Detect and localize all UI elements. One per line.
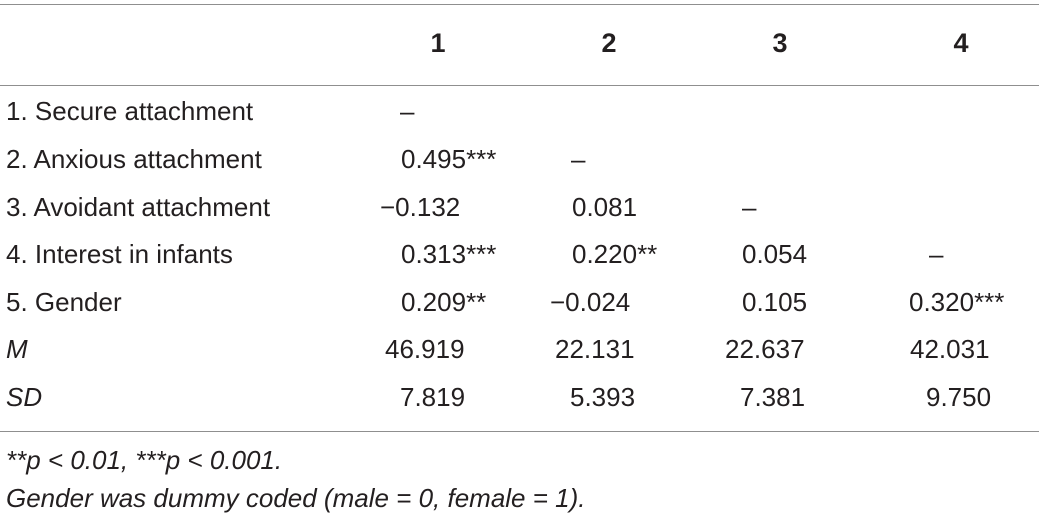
table-cell: 7.381 [740,382,806,412]
table-cell: 22.637 [725,334,805,364]
table-cell: 0.220** [572,239,658,269]
table-cell: −0.024 [550,287,631,317]
table-cell: 0.320*** [909,287,1005,317]
row-label: SD [6,382,43,412]
table-bottom-rule [0,431,1039,432]
table-cell: 0.209** [401,287,487,317]
column-header-3: 3 [772,28,788,58]
table-cell: −0.132 [380,192,461,222]
table-cell: 0.081 [572,192,638,222]
table-cell: – [400,96,415,126]
column-header-1: 1 [430,28,446,58]
table-cell: 0.313*** [401,239,497,269]
table-cell: 7.819 [400,382,466,412]
table-cell: 5.393 [570,382,636,412]
row-label: 1. Secure attachment [6,96,254,126]
row-label: 2. Anxious attachment [6,144,262,174]
table-cell: 0.495*** [401,144,497,174]
table-cell: – [929,239,944,269]
table-top-rule [0,4,1039,5]
column-header-2: 2 [601,28,617,58]
table-cell: – [571,144,586,174]
table-header-rule [0,85,1039,86]
gender-coding-note: Gender was dummy coded (male = 0, female… [6,483,586,513]
table-cell: 0.054 [742,239,808,269]
table-cell: 42.031 [910,334,990,364]
significance-note: **p < 0.01, ***p < 0.001. [6,445,283,475]
row-label: 3. Avoidant attachment [6,192,271,222]
row-label: M [6,334,28,364]
table-cell: 46.919 [385,334,465,364]
table-cell: 9.750 [926,382,992,412]
row-label: 5. Gender [6,287,122,317]
table-cell: – [742,192,757,222]
table-cell: 0.105 [742,287,808,317]
row-label: 4. Interest in infants [6,239,233,269]
table-cell: 22.131 [555,334,635,364]
column-header-4: 4 [953,28,969,58]
